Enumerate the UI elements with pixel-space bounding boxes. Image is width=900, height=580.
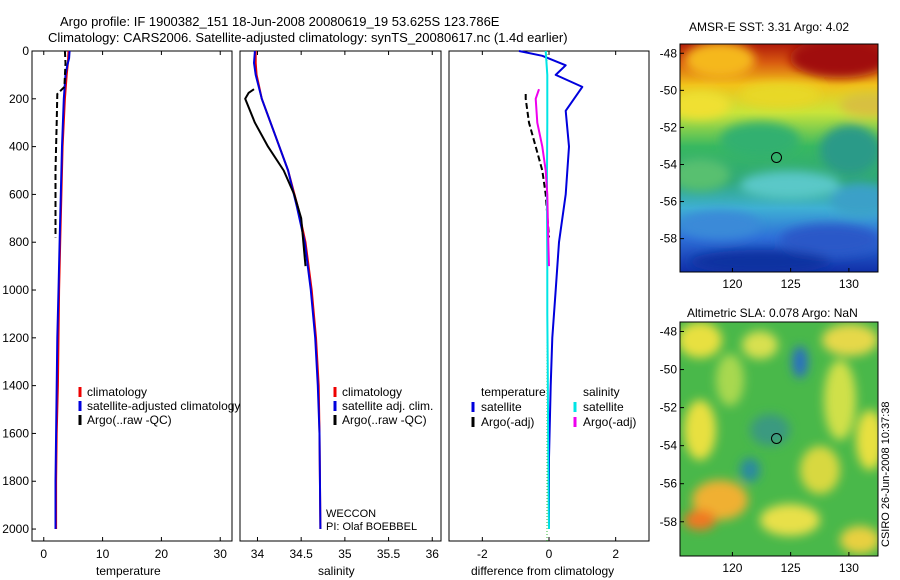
sla-map-frame: [679, 321, 879, 557]
salinity-tick-group: 34 34.5 35 35.5 36: [251, 51, 439, 561]
temperature-ytick-label: 1200: [2, 331, 29, 345]
sla-map-ticks: 120 125 130 -48 -50 -52 -54 -56 -58: [660, 325, 860, 575]
temperature-ytick-label: 400: [9, 140, 29, 154]
sla-map-ytick-label: -58: [660, 515, 678, 529]
sst-map-ytick-label: -50: [660, 83, 678, 97]
sla-map-field: [680, 322, 878, 556]
sst-map-ytick-label: -52: [660, 120, 678, 134]
difference-series-line: [518, 50, 584, 529]
salinity-lines: [244, 50, 322, 530]
salinity-panel: 34 34.5 35 35.5 36 salinity climatologysatel…: [239, 50, 442, 578]
salinity-legend-label: climatology: [342, 385, 402, 399]
temperature-series-line: [54, 50, 71, 529]
difference-legend-label: satellite: [583, 400, 624, 414]
temperature-panel: 0 10 20 30 0 200 400 600 800 1000 1200 1400 1600 1800…: [2, 44, 240, 578]
difference-panel: -2 0 2 difference from climatology tempera…: [448, 50, 650, 578]
sst-map-xtick-label: 125: [781, 277, 801, 291]
temperature-ytick-label: 800: [9, 235, 29, 249]
difference-xtick-label: 0: [546, 547, 553, 561]
temperature-xtick-label: 0: [40, 547, 47, 561]
sla-argo-location-marker: [771, 433, 782, 444]
sst-map-ytick-label: -56: [660, 195, 678, 209]
salinity-xtick-label: 34.5: [289, 547, 313, 561]
sst-map-panel: AMSR-E SST: 3.31 Argo: 4.02 120 125 130 -48…: [660, 20, 879, 291]
temperature-ytick-label: 1800: [2, 474, 29, 488]
difference-legend-heading: temperature: [481, 385, 546, 399]
sla-map-ytick-label: -52: [660, 401, 678, 415]
sst-map-ytick-label: -48: [660, 46, 678, 60]
sst-map-field: [680, 44, 878, 272]
difference-legend: temperaturesatelliteArgo(-adj)salinitysa…: [471, 385, 636, 429]
temperature-xtick-label: 20: [155, 547, 169, 561]
difference-lines: [518, 50, 584, 530]
difference-legend-label: satellite: [481, 400, 522, 414]
difference-legend-label: Argo(-adj): [481, 415, 534, 429]
temperature-axes-frame: [31, 50, 233, 542]
sla-map-ytick-label: -54: [660, 439, 678, 453]
temperature-series-line: [54, 50, 67, 238]
salinity-legend-label: satellite adj. clim.: [342, 399, 433, 413]
temperature-ytick-label: 600: [9, 187, 29, 201]
temperature-xlabel: temperature: [96, 564, 161, 578]
sla-map-xtick-label: 125: [781, 561, 801, 575]
difference-legend-heading: salinity: [583, 385, 620, 399]
difference-xtick-label: 2: [612, 547, 619, 561]
temperature-legend-label: satellite-adjusted climatology: [87, 399, 240, 413]
difference-series-line: [524, 94, 550, 238]
sla-map-ytick-label: -48: [660, 325, 678, 339]
temperature-ytick-label: 200: [9, 92, 29, 106]
temperature-ytick-label: 2000: [2, 522, 29, 536]
difference-tick-group: -2 0 2: [477, 51, 619, 561]
sst-map-xtick-label: 120: [722, 277, 742, 291]
sla-map-title: Altimetric SLA: 0.078 Argo: NaN: [687, 306, 858, 320]
side-timestamp: CSIRO 26-Jun-2008 10:37:38: [880, 401, 892, 547]
sst-map-xtick-label: 130: [839, 277, 859, 291]
sst-map-title: AMSR-E SST: 3.31 Argo: 4.02: [689, 20, 849, 34]
figure-title-line1: Argo profile: IF 1900382_151 18-Jun-2008…: [60, 14, 500, 29]
annotation-weccon: WECCON: [326, 508, 376, 520]
temperature-ytick-label: 1000: [2, 283, 29, 297]
difference-xtick-label: -2: [477, 547, 488, 561]
sla-map-xtick-label: 130: [839, 561, 859, 575]
salinity-xtick-label: 35: [338, 547, 352, 561]
salinity-xlabel: salinity: [318, 564, 355, 578]
temperature-legend-label: climatology: [87, 385, 147, 399]
sst-map-ticks: 120 125 130 -48 -50 -52 -54 -56 -58: [660, 46, 860, 291]
salinity-series-line: [244, 88, 307, 267]
temperature-xtick-label: 30: [214, 547, 228, 561]
salinity-xtick-label: 36: [426, 547, 440, 561]
sst-map-frame: [679, 43, 879, 273]
annotation-pi: PI: Olaf BOEBBEL: [326, 521, 417, 533]
sst-map-ytick-label: -54: [660, 157, 678, 171]
temperature-lines: [54, 50, 71, 529]
temperature-ytick-label: 1400: [2, 379, 29, 393]
temperature-legend-label: Argo(..raw -QC): [87, 413, 172, 427]
temperature-tick-group: 0 10 20 30 0 200 400 600 800 1000 1200 1400 1600 1800…: [2, 44, 227, 561]
temperature-ytick-label: 0: [22, 44, 29, 58]
salinity-xtick-label: 34: [251, 547, 265, 561]
temperature-ytick-label: 1600: [2, 426, 29, 440]
sst-map-ytick-label: -58: [660, 232, 678, 246]
sla-map-ytick-label: -56: [660, 477, 678, 491]
salinity-legend-label: Argo(..raw -QC): [342, 413, 427, 427]
temperature-xtick-label: 10: [96, 547, 110, 561]
sst-argo-location-marker: [771, 152, 782, 163]
salinity-xtick-label: 35.5: [377, 547, 401, 561]
difference-legend-label: Argo(-adj): [583, 415, 636, 429]
salinity-axes-frame: [239, 50, 442, 542]
sla-map-panel: Altimetric SLA: 0.078 Argo: NaN: [660, 306, 879, 575]
difference-xlabel: difference from climatology: [471, 564, 614, 578]
sla-map-ytick-label: -50: [660, 363, 678, 377]
difference-series-line: [544, 50, 550, 530]
figure-title-line2: Climatology: CARS2006. Satellite-adjuste…: [48, 30, 568, 45]
sla-map-xtick-label: 120: [722, 561, 742, 575]
difference-series-line: [534, 88, 550, 267]
